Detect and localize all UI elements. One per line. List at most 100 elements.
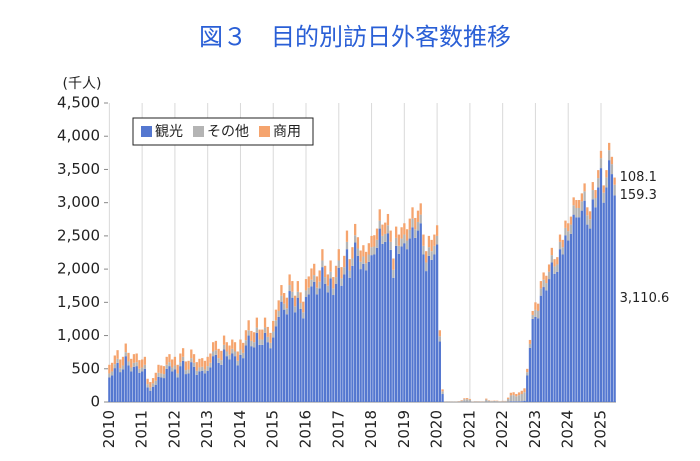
bar-segment [296, 297, 299, 402]
bar-segment [392, 258, 395, 270]
bar-segment [127, 365, 130, 402]
bar-segment [154, 372, 157, 381]
bar-segment [140, 367, 144, 372]
bar-segment [263, 317, 267, 328]
bar-segment [283, 293, 286, 304]
bar-segment [255, 327, 258, 333]
bar-segment [345, 230, 349, 242]
bar-segment [321, 267, 324, 402]
bar-segment [212, 351, 215, 357]
bar-segment [302, 301, 305, 313]
y-tick-label: 3,500 [57, 160, 100, 178]
bar-segment [425, 271, 428, 402]
bar-segment [577, 207, 581, 218]
bar-segment [337, 249, 340, 261]
bar-segment [209, 362, 212, 368]
legend-label: 観光 [155, 123, 183, 140]
bar-segment [146, 387, 149, 402]
bar-segment [367, 243, 370, 255]
bar-segment [307, 287, 310, 295]
bar-segment [201, 358, 204, 367]
bar-segment [501, 401, 504, 402]
bar-segment [400, 238, 403, 247]
bar-segment [435, 244, 439, 402]
bar-segment [206, 370, 209, 402]
bar-segment [116, 358, 119, 363]
bar-segment [370, 235, 373, 248]
legend-label: 商用 [273, 124, 301, 140]
bar-segment [433, 245, 436, 255]
bar-segment [285, 297, 289, 309]
bar-segment [266, 342, 269, 402]
bar-segment [591, 190, 594, 200]
bar-segment [364, 263, 368, 271]
bar-segment [362, 263, 365, 402]
bar-segment [242, 342, 245, 353]
bar-segment [165, 356, 168, 365]
bar-segment [531, 314, 534, 319]
bar-segment [304, 279, 308, 291]
bar-segment [556, 264, 559, 272]
bar-segment [225, 351, 228, 357]
bar-segment [334, 265, 338, 278]
bar-segment [345, 241, 349, 250]
bar-segment [220, 364, 223, 402]
bar-segment [206, 366, 209, 371]
bar-segment [162, 374, 166, 379]
bar-segment [283, 309, 286, 402]
bar-segment [430, 259, 433, 402]
bar-segment [209, 353, 212, 363]
bar-segment [422, 234, 425, 246]
bar-segment [419, 223, 422, 402]
legend-swatch [193, 126, 204, 137]
bar-segment [242, 352, 245, 359]
bar-segment [351, 265, 354, 402]
bar-segment [550, 255, 553, 263]
bar-segment [422, 245, 425, 255]
bar-segment [250, 346, 253, 402]
bar-segment [269, 348, 272, 402]
bar-segment [266, 326, 269, 337]
bar-segment [288, 274, 291, 286]
bar-segment [130, 367, 133, 372]
bar-segment [362, 256, 365, 264]
bar-segment [236, 360, 239, 366]
bar-segment [567, 240, 570, 402]
bar-segment [375, 239, 379, 248]
bar-segment [212, 342, 215, 352]
bar-segment [608, 142, 611, 151]
bar-segment [539, 288, 543, 296]
y-unit-label: (千人) [63, 76, 102, 92]
bar-segment [583, 183, 586, 192]
bar-segment [386, 233, 390, 402]
bar-segment [140, 359, 144, 368]
bar-segment [165, 364, 168, 369]
bar-segment [143, 356, 147, 365]
bar-segment [422, 254, 425, 402]
bar-segment [553, 266, 556, 274]
bar-segment [539, 281, 543, 289]
bar-segment [288, 285, 291, 292]
bar-segment [542, 279, 545, 288]
bar-segment [146, 378, 149, 385]
bar-segment [370, 247, 373, 256]
bar-segment [485, 398, 488, 400]
bar-segment [258, 339, 261, 345]
bar-segment [233, 342, 237, 352]
bar-segment [438, 336, 441, 342]
bar-segment [293, 306, 297, 313]
bar-segment [179, 366, 182, 402]
bar-segment [190, 358, 193, 363]
bar-segment [457, 401, 461, 402]
bar-segment [228, 345, 231, 355]
x-tick-label: 2015 [264, 410, 282, 448]
bar-segment [334, 283, 338, 402]
bar-segment [119, 359, 122, 369]
bar-segment [315, 287, 319, 295]
bar-segment [354, 242, 357, 402]
bar-segment [263, 332, 267, 402]
bar-segment [250, 340, 253, 347]
bar-segment [313, 275, 316, 282]
bar-segment [378, 228, 381, 402]
bar-segment [572, 197, 575, 206]
